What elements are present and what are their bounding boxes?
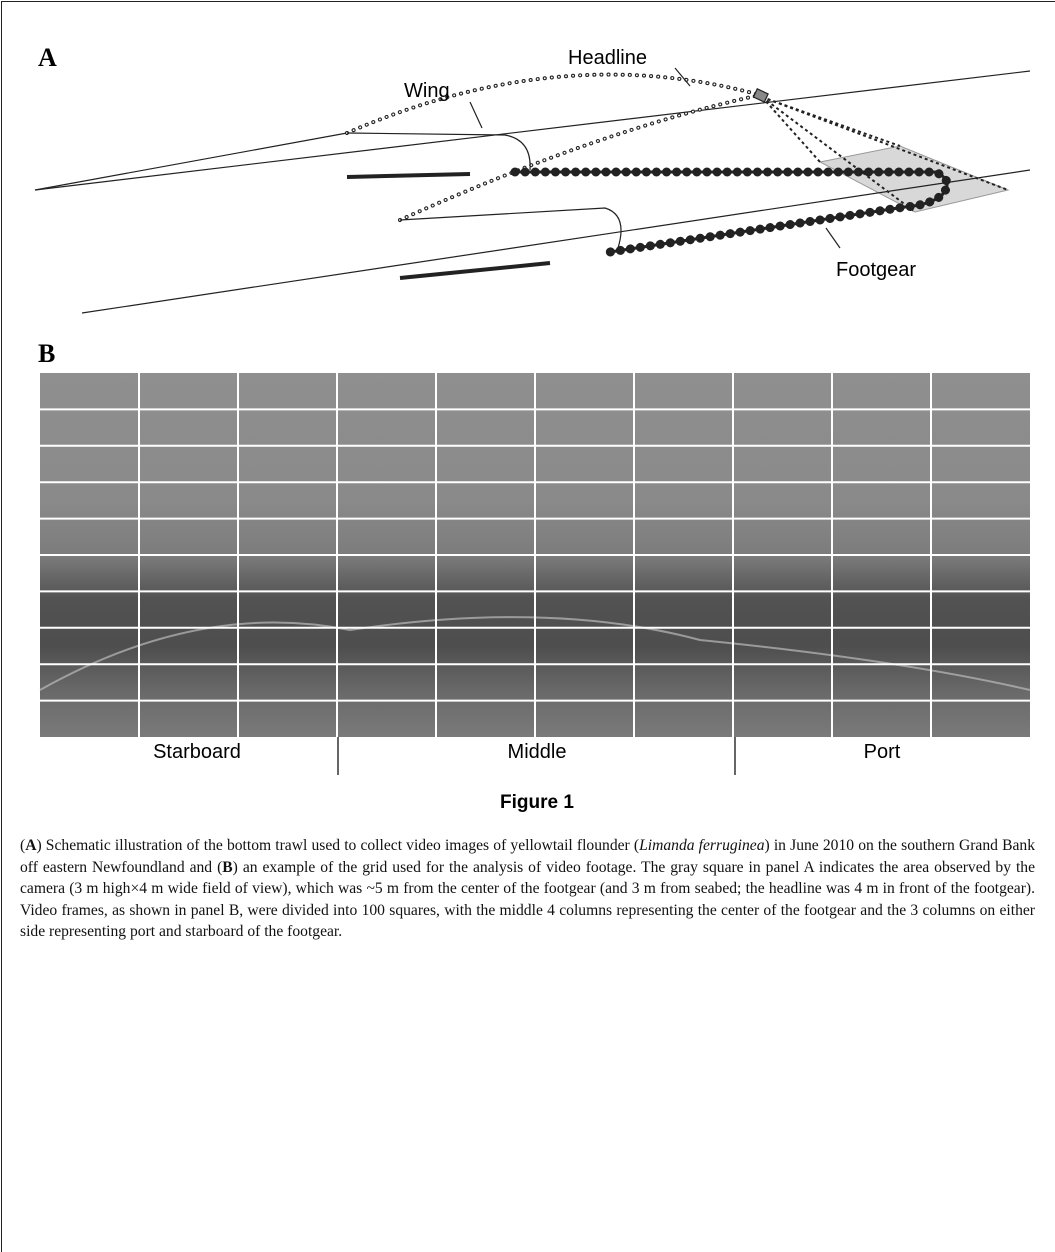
panel-label: A xyxy=(38,43,57,72)
caption-text: ) in June 2010 on the southern Grand Ban… xyxy=(20,837,1036,876)
annotation: Headline xyxy=(568,47,647,69)
panel-label: B xyxy=(38,339,55,368)
caption-text: ) Schematic illustration of the bottom t… xyxy=(36,837,640,854)
annotation: Footgear xyxy=(836,259,916,281)
figure: A Headline Wing Footgear B Starboa xyxy=(34,43,1031,813)
caption-text: ( xyxy=(20,837,26,854)
region-label: Port xyxy=(864,741,901,763)
caption: (A) Schematic illustration of the bottom… xyxy=(20,835,1035,943)
video-frame xyxy=(39,373,1031,737)
annotation: Wing xyxy=(404,80,450,102)
figure-label: Figure 1 xyxy=(500,792,574,813)
trawl-schematic xyxy=(34,67,1031,314)
caption-text: B xyxy=(222,858,233,876)
caption-text: Limanda ferruginea xyxy=(639,837,765,854)
caption-text: A xyxy=(25,837,37,854)
caption-text: ) an example of the grid used for the an… xyxy=(20,858,1036,941)
region-label: Middle xyxy=(508,741,567,763)
region-label: Starboard xyxy=(153,741,241,763)
